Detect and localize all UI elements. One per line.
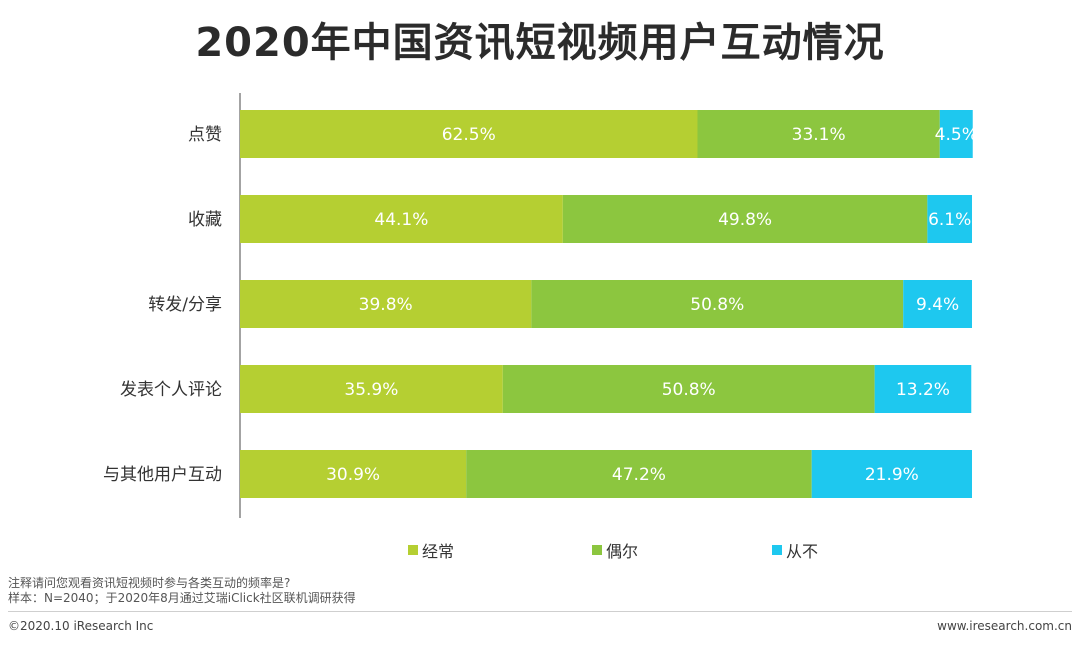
category-label: 转发/分享 bbox=[148, 295, 222, 315]
bar-segment-never bbox=[939, 110, 973, 158]
legend-swatch-never bbox=[772, 545, 782, 555]
bar-segment-never bbox=[811, 450, 972, 498]
data-label: 21.9% bbox=[865, 465, 919, 485]
copyright-text: ©2020.10 iResearch Inc bbox=[8, 619, 154, 633]
legend-swatch-sometimes bbox=[592, 545, 602, 555]
data-label: 6.1% bbox=[928, 210, 971, 230]
bar-segment-never bbox=[874, 365, 972, 413]
data-label: 50.8% bbox=[662, 380, 716, 400]
bar-segment-never bbox=[927, 195, 972, 243]
data-label: 4.5% bbox=[935, 125, 978, 145]
bar-segment-sometimes bbox=[502, 365, 875, 413]
chart-title: 2020年中国资讯短视频用户互动情况 bbox=[195, 20, 885, 66]
bar-segment-sometimes bbox=[697, 110, 940, 158]
category-label: 与其他用户互动 bbox=[103, 465, 222, 485]
data-label: 39.8% bbox=[359, 295, 413, 315]
data-label: 35.9% bbox=[344, 380, 398, 400]
data-label: 33.1% bbox=[792, 125, 846, 145]
data-label: 49.8% bbox=[718, 210, 772, 230]
bar-segment-often bbox=[240, 110, 698, 158]
legend-label-never: 从不 bbox=[786, 542, 819, 561]
bar-segment-sometimes bbox=[562, 195, 928, 243]
footer-divider bbox=[8, 611, 1072, 612]
bar-segment-sometimes bbox=[531, 280, 904, 328]
stacked-bar-chart: 点赞 62.5% 33.1% 4.5% 收藏 44.1% 49.8% 6.1% 转发/分享 39.… bbox=[103, 93, 978, 518]
legend-swatch-often bbox=[408, 545, 418, 555]
data-label: 30.9% bbox=[326, 465, 380, 485]
bar-segment-often bbox=[240, 280, 532, 328]
data-label: 50.8% bbox=[690, 295, 744, 315]
bar-segment-never bbox=[903, 280, 972, 328]
legend-item-often: 经常 bbox=[408, 538, 454, 562]
category-label: 点赞 bbox=[188, 125, 222, 145]
legend-item-never: 从不 bbox=[772, 538, 818, 562]
bar-segment-often bbox=[240, 450, 467, 498]
legend-item-sometimes: 偶尔 bbox=[592, 538, 638, 562]
data-label: 44.1% bbox=[374, 210, 428, 230]
bar-segment-sometimes bbox=[466, 450, 812, 498]
survey-note: 注释请问您观看资讯短视频时参与各类互动的频率是? bbox=[8, 576, 291, 590]
data-label: 62.5% bbox=[442, 125, 496, 145]
legend-label-sometimes: 偶尔 bbox=[606, 542, 639, 561]
website-text: www.iresearch.com.cn bbox=[937, 619, 1072, 633]
category-label: 发表个人评论 bbox=[120, 380, 222, 400]
data-label: 9.4% bbox=[916, 295, 959, 315]
chart-legend: 经常 偶尔 从不 bbox=[0, 538, 1080, 562]
bar-segment-often bbox=[240, 195, 563, 243]
legend-label-often: 经常 bbox=[422, 542, 455, 561]
sample-note: 样本：N=2040；于2020年8月通过艾瑞iClick社区联机调研获得 bbox=[8, 591, 356, 605]
data-label: 47.2% bbox=[612, 465, 666, 485]
bar-segment-often bbox=[240, 365, 503, 413]
category-label: 收藏 bbox=[188, 210, 222, 230]
data-label: 13.2% bbox=[896, 380, 950, 400]
